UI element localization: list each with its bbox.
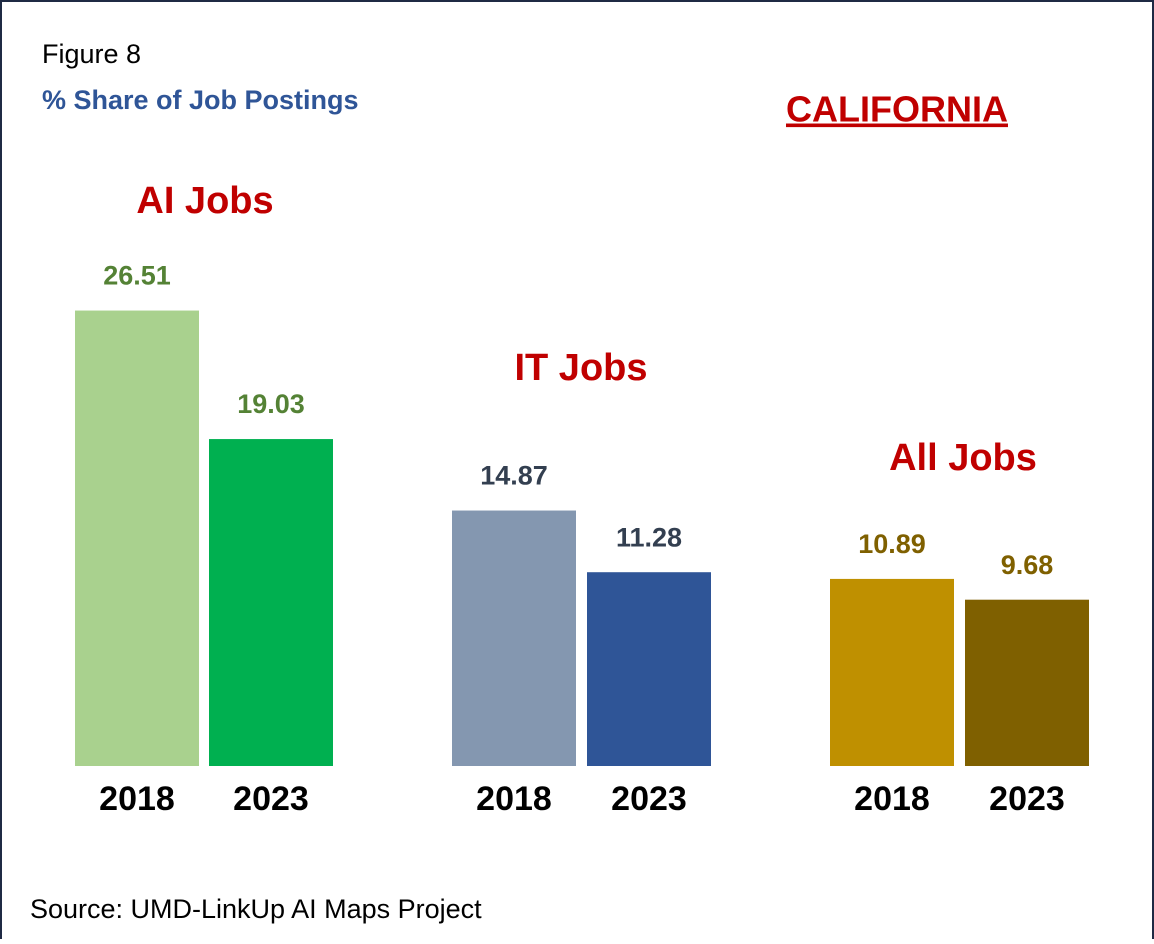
bar — [75, 310, 199, 766]
bar — [965, 599, 1089, 766]
bar — [587, 572, 711, 766]
figure-label: Figure 8 — [42, 39, 141, 69]
value-label: 9.68 — [1001, 550, 1054, 580]
x-tick-label: 2018 — [854, 780, 930, 818]
value-label: 26.51 — [103, 261, 171, 291]
x-tick-label: 2018 — [476, 780, 552, 818]
bar — [209, 439, 333, 766]
x-tick-label: 2018 — [99, 780, 175, 818]
value-label: 10.89 — [858, 529, 926, 559]
bar — [830, 578, 954, 766]
source: Source: UMD-LinkUp AI Maps Project — [30, 894, 482, 924]
value-label: 19.03 — [237, 389, 305, 419]
state-label: CALIFORNIA — [786, 89, 1008, 130]
value-label: 14.87 — [480, 461, 548, 491]
group-title: IT Jobs — [514, 347, 647, 389]
x-tick-label: 2023 — [989, 780, 1065, 818]
x-tick-label: 2023 — [233, 780, 309, 818]
group-title: AI Jobs — [136, 180, 273, 222]
value-label: 11.28 — [616, 522, 682, 552]
x-tick-label: 2023 — [611, 780, 687, 818]
chart-title: % Share of Job Postings — [42, 85, 359, 115]
group-title: All Jobs — [889, 437, 1037, 479]
bar — [452, 510, 576, 766]
